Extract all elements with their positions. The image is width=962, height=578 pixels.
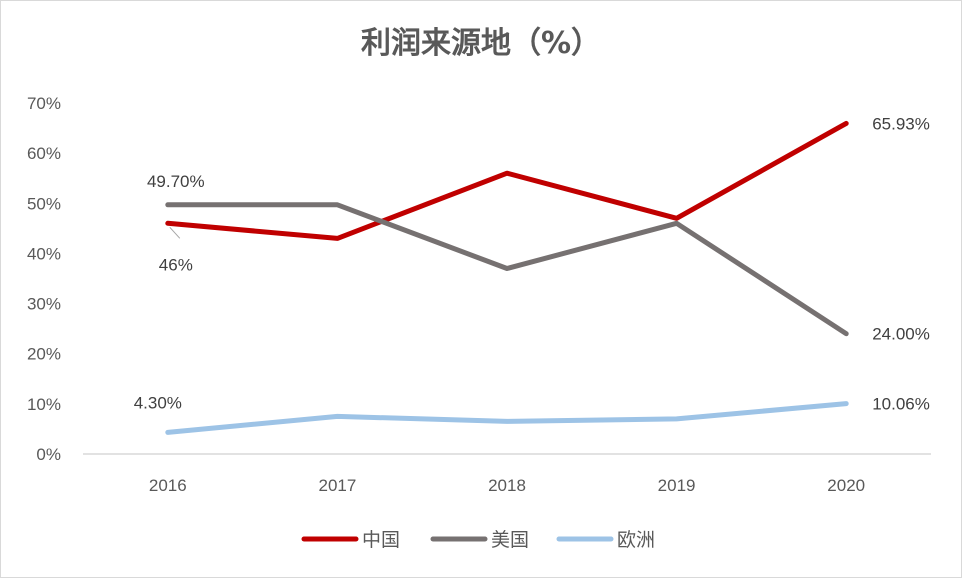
series-layer bbox=[165, 120, 849, 435]
x-tick-label: 2017 bbox=[318, 476, 356, 495]
y-tick-label: 50% bbox=[27, 194, 61, 213]
data-label: 49.70% bbox=[147, 172, 205, 191]
legend-label: 中国 bbox=[362, 529, 400, 551]
series-line-1 bbox=[165, 202, 849, 337]
x-tick-label: 2016 bbox=[149, 476, 187, 495]
data-label-leader bbox=[169, 227, 181, 239]
y-tick-label: 0% bbox=[36, 445, 61, 464]
legend: 中国 美国 欧洲 bbox=[301, 529, 655, 551]
data-label: 65.93% bbox=[872, 114, 930, 133]
data-label: 4.30% bbox=[134, 393, 182, 412]
series-line-2 bbox=[165, 401, 849, 435]
y-tick-label: 70% bbox=[27, 94, 61, 113]
data-label: 10.06% bbox=[872, 395, 930, 414]
x-axis: 2016 2017 2018 2019 2020 bbox=[83, 453, 931, 495]
x-tick-label: 2020 bbox=[827, 476, 865, 495]
y-tick-label: 60% bbox=[27, 144, 61, 163]
x-tick-label: 2019 bbox=[658, 476, 696, 495]
y-tick-label: 10% bbox=[27, 395, 61, 414]
legend-label: 美国 bbox=[491, 529, 529, 551]
data-label: 24.00% bbox=[872, 325, 930, 344]
y-tick-label: 30% bbox=[27, 295, 61, 314]
y-tick-label: 20% bbox=[27, 345, 61, 364]
y-tick-label: 40% bbox=[27, 244, 61, 263]
chart-title: 利润来源地（%） bbox=[361, 26, 601, 61]
data-label: 46% bbox=[159, 255, 193, 274]
data-labels: 46% 65.93% 49.70% 24.00% 4.30% 10.06% bbox=[134, 114, 930, 413]
x-tick-label: 2018 bbox=[488, 476, 526, 495]
series-line-0 bbox=[165, 120, 849, 241]
y-axis: 0% 10% 20% 30% 40% 50% 60% 70% bbox=[27, 94, 61, 464]
legend-label: 欧洲 bbox=[617, 529, 655, 551]
